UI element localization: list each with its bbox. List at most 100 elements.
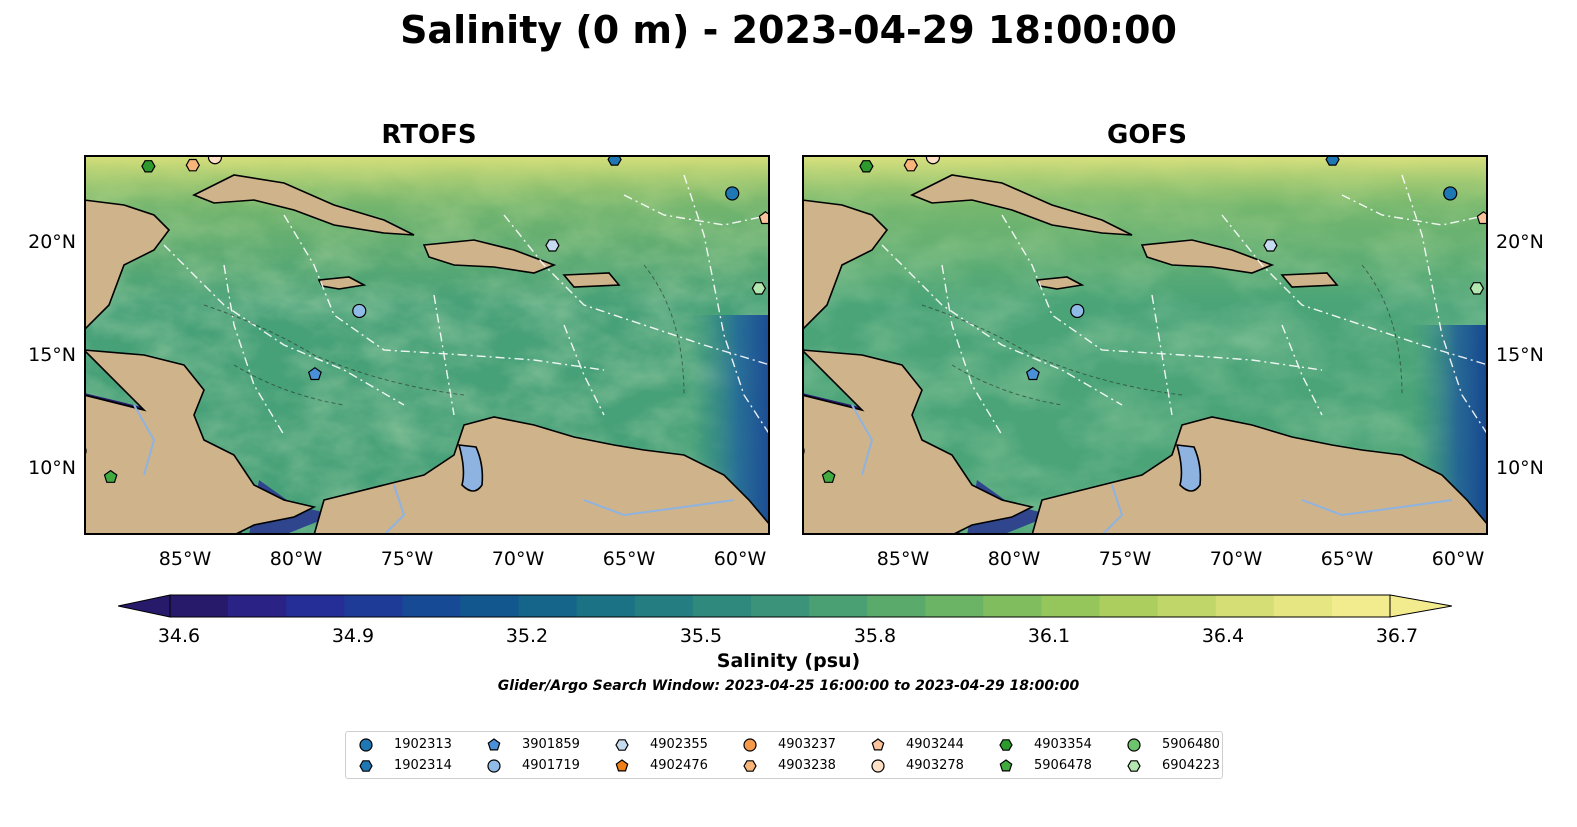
lon-label-60w-gofs: 60°W [1431, 548, 1485, 570]
legend-label: 4903237 [778, 737, 836, 752]
float-marker[interactable] [925, 155, 941, 165]
legend-marker-icon [1127, 738, 1141, 752]
float-marker[interactable] [1476, 211, 1488, 225]
legend-marker-icon [615, 739, 629, 751]
map-frame [84, 155, 770, 535]
legend-label: 4902355 [650, 737, 708, 752]
figure-title: Salinity (0 m) - 2023-04-29 18:00:00 [400, 8, 1177, 52]
legend-marker-pentagon [615, 759, 629, 772]
colorbar-cell [170, 595, 229, 617]
float-marker[interactable] [1469, 282, 1485, 295]
lat-label-10n-right: 10°N [1496, 457, 1544, 479]
float-marker[interactable] [307, 366, 322, 381]
colorbar-tick-35.8: 35.8 [853, 625, 897, 647]
colorbar-cell [867, 595, 926, 617]
legend-marker-icon [999, 759, 1013, 772]
colorbar-tick-35.5: 35.5 [679, 625, 723, 647]
float-marker[interactable] [141, 160, 156, 173]
depth-contours [921, 264, 1403, 406]
float-marker[interactable] [1325, 155, 1340, 166]
colorbar-cell [286, 595, 345, 617]
rivers [851, 404, 1453, 535]
float-marker[interactable] [725, 186, 740, 201]
lon-label-85w-gofs: 85°W [876, 548, 930, 570]
float-marker[interactable] [1443, 186, 1458, 201]
float-marker[interactable] [821, 469, 836, 483]
legend-marker-icon [999, 739, 1013, 751]
colorbar-cell [518, 595, 578, 617]
colorbar-tick-36.7: 36.7 [1375, 625, 1419, 647]
depth-contours [203, 264, 685, 406]
lon-label-70w-gofs: 70°W [1209, 548, 1263, 570]
legend-marker-icon [615, 759, 629, 772]
float-marker[interactable] [207, 155, 223, 165]
eez-boundaries [163, 174, 770, 436]
float-marker[interactable] [352, 303, 367, 319]
panel-title-rtofs: RTOFS [381, 120, 477, 150]
colorbar-cell [1099, 595, 1159, 617]
colorbar-cell [925, 595, 984, 617]
float-marker[interactable] [545, 239, 560, 252]
legend-label: 4903244 [906, 737, 964, 752]
map-panel-rtofs[interactable] [84, 155, 770, 535]
float-marker[interactable] [607, 155, 622, 166]
legend-marker-pentagon [871, 738, 885, 751]
legend-marker-icon [1127, 760, 1141, 772]
float-marker[interactable] [185, 158, 200, 172]
legend-label: 4901719 [522, 758, 580, 773]
eez-boundaries [881, 174, 1488, 436]
colorbar-title: Salinity (psu) [716, 650, 861, 672]
lon-label-75w-rtofs: 75°W [380, 548, 434, 570]
lon-label-60w-rtofs: 60°W [713, 548, 767, 570]
colorbar-tick-36.1: 36.1 [1027, 625, 1071, 647]
colorbar-cell [402, 595, 462, 617]
legend-label: 4903354 [1034, 737, 1092, 752]
landmasses [84, 174, 770, 535]
rivers [133, 404, 735, 535]
colorbar-cell [1041, 595, 1101, 617]
search-window-caption: Glider/Argo Search Window: 2023-04-25 16… [497, 678, 1080, 694]
legend-marker-icon [743, 738, 757, 752]
colorbar-cell [344, 595, 403, 617]
legend-label: 3901859 [522, 737, 580, 752]
colorbar-cell [692, 595, 752, 617]
float-marker[interactable] [1025, 366, 1040, 381]
legend-label: 1902313 [394, 737, 452, 752]
float-marker[interactable] [103, 469, 118, 483]
float-marker[interactable] [903, 158, 918, 172]
legend-marker-hexagon [359, 760, 373, 772]
legend-marker-icon [487, 759, 501, 773]
float-marker[interactable] [1070, 303, 1085, 319]
map-frame [802, 155, 1488, 535]
float-legend: 1902313 1902314 3901859 4901719 4902355 49024… [345, 731, 1223, 779]
lon-label-80w-gofs: 80°W [987, 548, 1041, 570]
float-marker[interactable] [758, 211, 770, 225]
colorbar-cell [1157, 595, 1217, 617]
lat-label-20n-right: 20°N [1496, 231, 1544, 253]
float-markers [84, 155, 770, 483]
lon-label-70w-rtofs: 70°W [491, 548, 545, 570]
colorbar-cell [809, 595, 868, 617]
legend-marker-icon [743, 760, 757, 772]
lat-label-15n-left: 15°N [28, 344, 76, 366]
legend-label: 5906480 [1162, 737, 1220, 752]
colorbar-tick-35.2: 35.2 [505, 625, 549, 647]
legend-marker-icon [359, 760, 373, 772]
float-marker[interactable] [751, 282, 767, 295]
colorbar-cell [750, 595, 810, 617]
legend-marker-pentagon [999, 759, 1013, 772]
legend-label: 4903278 [906, 758, 964, 773]
legend-label: 6904223 [1162, 758, 1220, 773]
legend-marker-circle [487, 759, 501, 773]
panel-title-gofs: GOFS [1107, 120, 1187, 150]
legend-label: 4903238 [778, 758, 836, 773]
landmasses [802, 174, 1488, 535]
colorbar-cell [460, 595, 520, 617]
legend-marker-icon [487, 738, 501, 751]
colorbar-extend-high [1389, 594, 1452, 618]
float-marker[interactable] [859, 160, 874, 173]
legend-label: 1902314 [394, 758, 452, 773]
float-marker[interactable] [1263, 239, 1278, 252]
colorbar-cell [1331, 595, 1391, 617]
map-panel-gofs[interactable] [802, 155, 1488, 535]
